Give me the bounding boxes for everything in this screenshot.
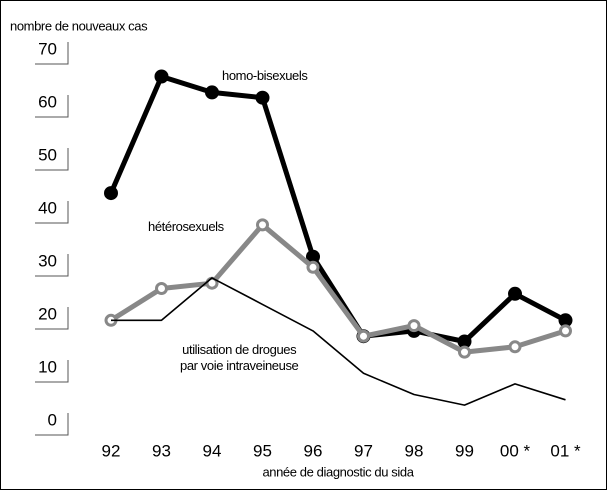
x-axis-title: année de diagnostic du sida bbox=[262, 464, 414, 479]
y-tick-label: 30 bbox=[38, 251, 57, 270]
tick-mark bbox=[35, 42, 69, 65]
point bbox=[357, 329, 370, 343]
point bbox=[458, 345, 471, 359]
point bbox=[508, 340, 522, 354]
point bbox=[154, 69, 169, 84]
y-tick-label: 50 bbox=[38, 145, 57, 164]
tick-mark bbox=[35, 201, 69, 224]
y-tick-label: 60 bbox=[38, 92, 57, 111]
x-tick-label: 93 bbox=[152, 441, 171, 460]
point bbox=[255, 90, 270, 105]
point bbox=[104, 186, 118, 201]
point bbox=[407, 319, 421, 333]
point bbox=[559, 324, 572, 338]
point bbox=[155, 282, 168, 295]
point bbox=[508, 286, 522, 301]
y-tick-label: 70 bbox=[38, 39, 57, 58]
x-tick-label: 01 * bbox=[550, 441, 581, 460]
x-tick-label: 96 bbox=[304, 441, 323, 460]
x-tick-label: 94 bbox=[203, 441, 222, 460]
point bbox=[256, 218, 269, 232]
point bbox=[306, 260, 320, 274]
tick-mark bbox=[35, 360, 69, 383]
point bbox=[205, 85, 219, 100]
series-line bbox=[109, 222, 567, 355]
x-tick-label: 95 bbox=[253, 441, 272, 460]
tick-mark bbox=[35, 148, 69, 171]
tick-mark bbox=[35, 307, 69, 330]
tick-mark bbox=[35, 413, 69, 436]
tick-mark bbox=[35, 254, 69, 277]
series-label: hétérosexuels bbox=[148, 219, 224, 234]
y-tick-label: 10 bbox=[38, 357, 57, 376]
series-line bbox=[111, 277, 566, 406]
y-axis-title: nombre de nouveaux cas bbox=[10, 18, 148, 33]
x-tick-label: 99 bbox=[455, 441, 474, 460]
series-line bbox=[108, 74, 567, 344]
series-label: homo-bisexuels bbox=[222, 68, 308, 83]
y-tick-label: 20 bbox=[38, 304, 57, 323]
x-tick-label: 97 bbox=[354, 441, 373, 460]
x-tick-label: 92 bbox=[102, 441, 121, 460]
tick-mark bbox=[35, 95, 69, 118]
x-tick-label: 98 bbox=[405, 441, 424, 460]
series-label: utilisation de drogues par voie intravei… bbox=[180, 342, 299, 373]
y-tick-label: 40 bbox=[38, 198, 57, 217]
x-tick-label: 00 * bbox=[500, 441, 531, 460]
y-tick-label: 0 bbox=[48, 410, 57, 429]
